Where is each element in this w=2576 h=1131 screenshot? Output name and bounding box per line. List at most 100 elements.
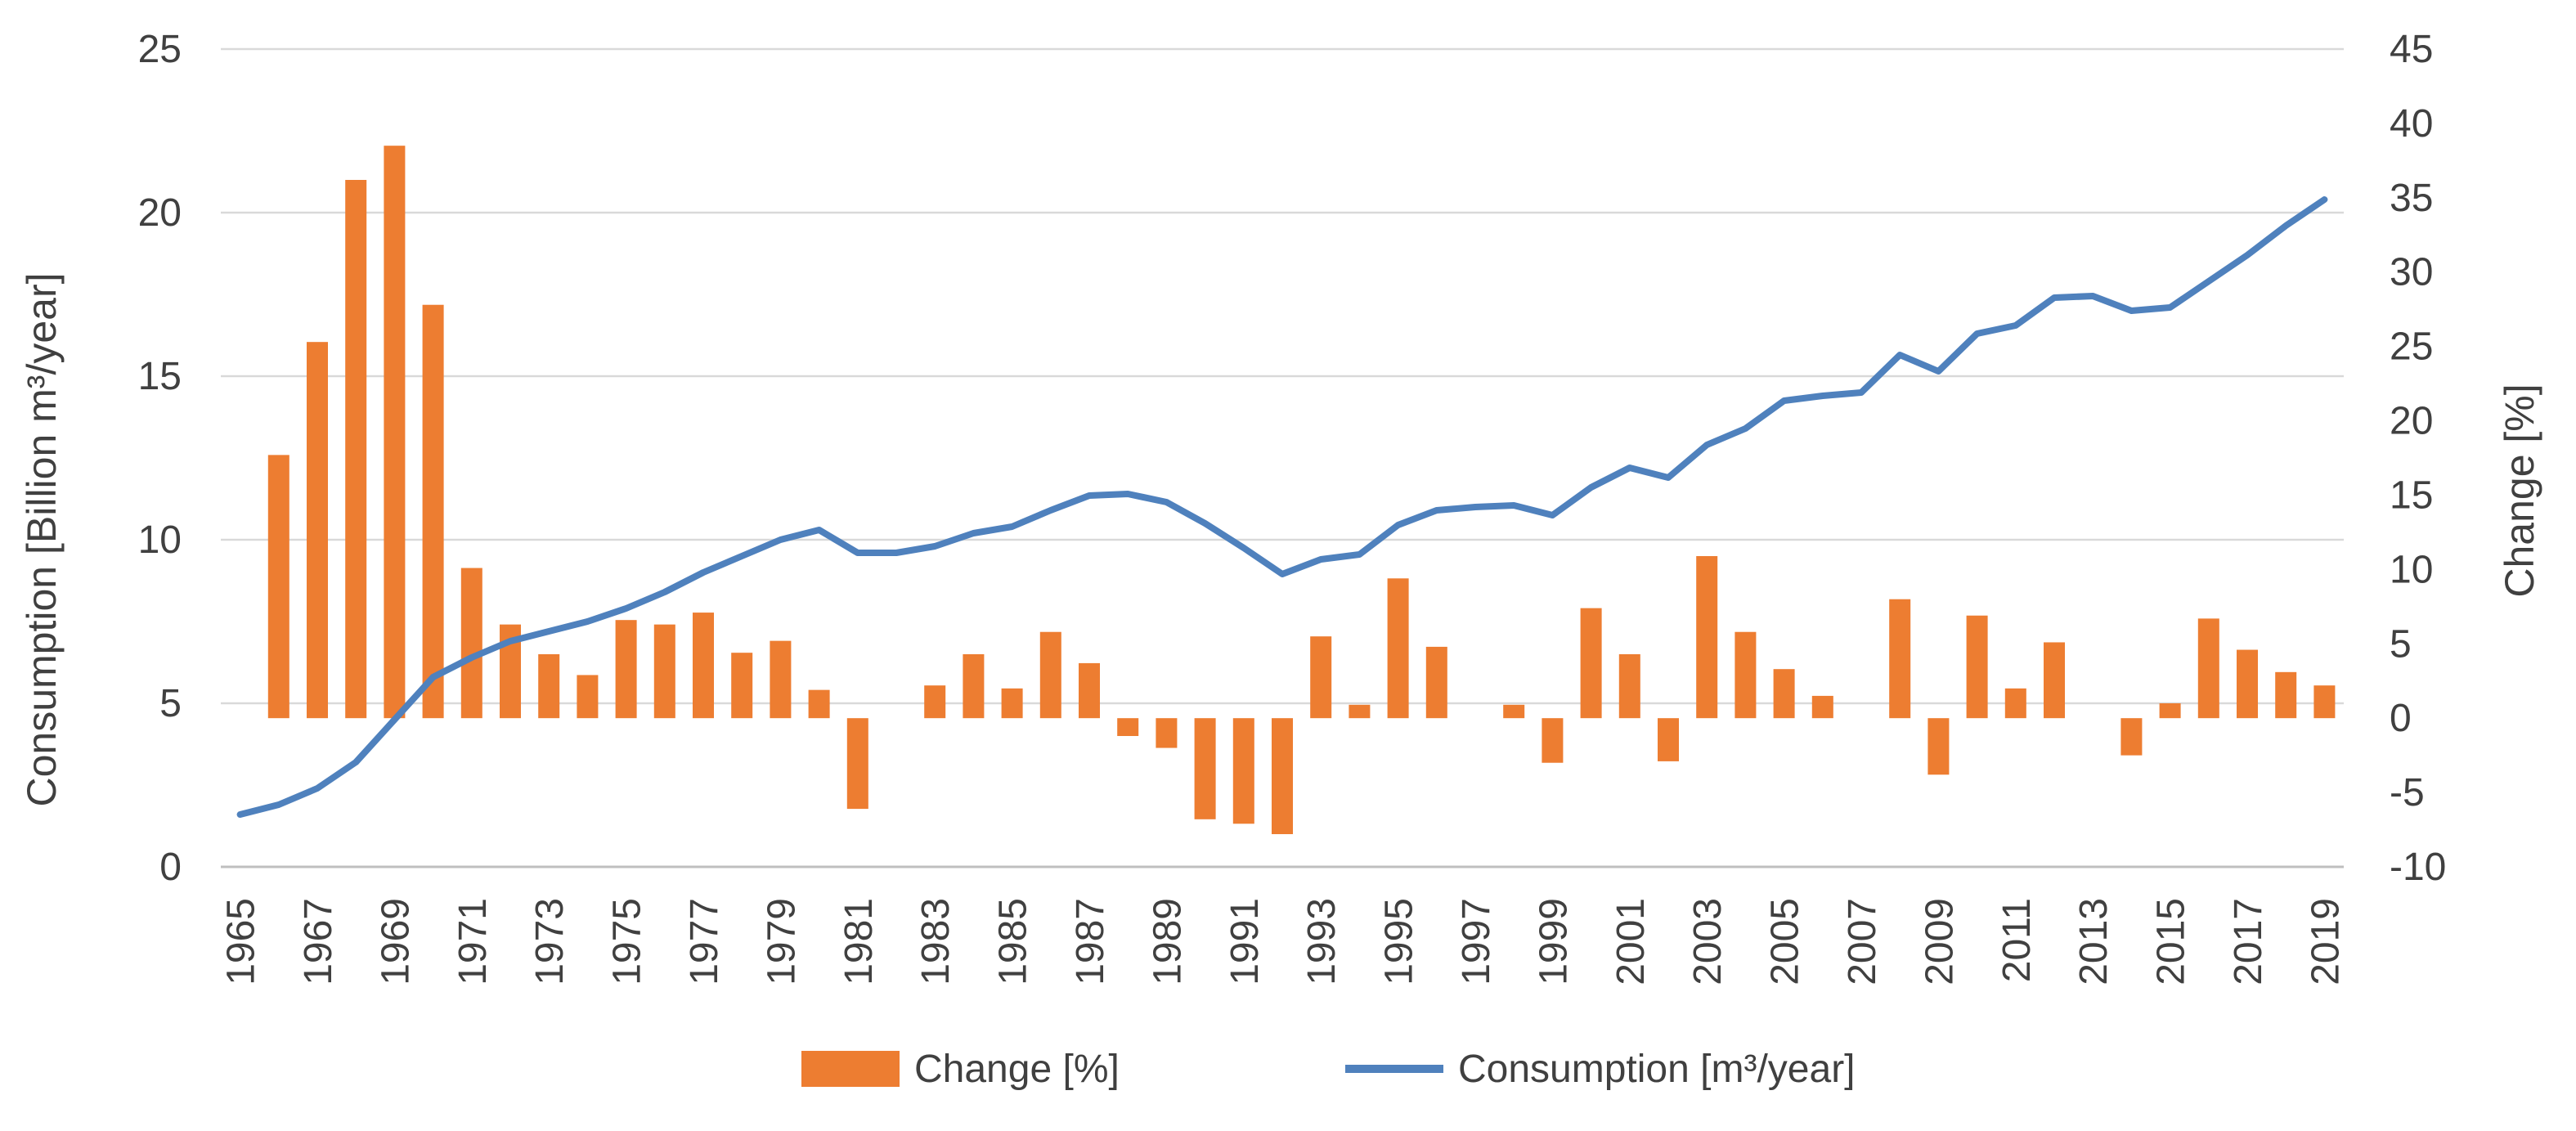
- legend: Change [%] Consumption [m³/year]: [801, 1048, 1856, 1091]
- bar-1998: [1503, 704, 1525, 719]
- x-axis-tick-labels: 1965 1967 1969 1971 1973 1975 1977 1979 1981 1983…: [220, 898, 2348, 985]
- bar-2009: [1928, 718, 1950, 775]
- bar-2019: [2313, 685, 2336, 719]
- x-tick-1971: 1971: [451, 898, 495, 985]
- left-tick-0: 0: [159, 846, 182, 889]
- bar-2017: [2237, 649, 2258, 719]
- bar-2012: [2044, 642, 2065, 719]
- bar-1977: [693, 613, 714, 719]
- bar-1996: [1425, 646, 1447, 719]
- left-tick-20: 20: [138, 191, 182, 235]
- bar-1986: [1039, 631, 1061, 719]
- line-series-consumption: [236, 196, 2328, 818]
- right-tick-10: 10: [2390, 548, 2433, 591]
- bar-series-change: [267, 146, 2336, 834]
- bar-1999: [1542, 718, 1564, 763]
- bar-1983: [924, 685, 946, 719]
- x-tick-2017: 2017: [2227, 898, 2270, 985]
- x-tick-1985: 1985: [992, 898, 1035, 985]
- x-tick-1983: 1983: [914, 898, 958, 985]
- bar-2003: [1696, 556, 1718, 719]
- x-tick-1973: 1973: [528, 898, 572, 985]
- bar-2011: [2004, 688, 2026, 719]
- bar-2001: [1618, 654, 1640, 719]
- bar-2005: [1773, 669, 1795, 719]
- x-tick-1991: 1991: [1223, 898, 1267, 985]
- right-axis-title: Change [%]: [2497, 384, 2542, 597]
- bar-2015: [2159, 703, 2181, 719]
- bar-2000: [1580, 608, 1602, 719]
- bar-1971: [460, 568, 482, 719]
- bar-2008: [1889, 599, 1911, 719]
- bar-1969: [384, 146, 406, 719]
- right-tick-15: 15: [2390, 473, 2433, 517]
- right-tick-35: 35: [2390, 177, 2433, 220]
- x-tick-2019: 2019: [2304, 898, 2347, 985]
- right-tick-40: 40: [2390, 102, 2433, 146]
- left-tick-25: 25: [138, 28, 182, 71]
- right-tick--10: -10: [2390, 846, 2446, 889]
- right-tick-20: 20: [2390, 400, 2433, 443]
- bar-1978: [731, 653, 753, 719]
- x-tick-1981: 1981: [837, 898, 881, 985]
- bar-1985: [1001, 688, 1023, 719]
- right-tick-45: 45: [2390, 28, 2433, 71]
- bar-2016: [2197, 618, 2219, 719]
- x-tick-1997: 1997: [1455, 898, 1498, 985]
- x-tick-1965: 1965: [220, 898, 263, 985]
- left-tick-15: 15: [138, 355, 182, 398]
- bar-1974: [577, 675, 599, 719]
- x-tick-2013: 2013: [2072, 898, 2116, 985]
- bar-1995: [1387, 578, 1409, 719]
- bar-2004: [1735, 631, 1757, 719]
- bar-2018: [2275, 671, 2297, 719]
- bar-1987: [1079, 662, 1100, 719]
- bar-1970: [422, 304, 444, 719]
- x-tick-2003: 2003: [1686, 898, 1730, 985]
- x-tick-1993: 1993: [1300, 898, 1344, 985]
- x-tick-2007: 2007: [1841, 898, 1884, 985]
- x-tick-1975: 1975: [606, 898, 649, 985]
- consumption-line: [236, 196, 2328, 818]
- bar-1979: [770, 640, 792, 719]
- x-tick-2009: 2009: [1918, 898, 1961, 985]
- left-tick-10: 10: [138, 518, 182, 562]
- x-tick-1967: 1967: [297, 898, 340, 985]
- x-tick-1995: 1995: [1378, 898, 1421, 985]
- x-tick-1977: 1977: [683, 898, 726, 985]
- x-tick-2005: 2005: [1764, 898, 1807, 985]
- bar-1976: [653, 624, 675, 719]
- x-tick-2015: 2015: [2150, 898, 2193, 985]
- bar-2010: [1966, 615, 1988, 719]
- bar-1980: [808, 689, 830, 719]
- bar-1966: [267, 455, 289, 719]
- right-tick-5: 5: [2390, 622, 2412, 666]
- x-tick-1969: 1969: [374, 898, 417, 985]
- legend-label-consumption: Consumption [m³/year]: [1458, 1048, 1856, 1091]
- bar-1968: [345, 180, 367, 719]
- x-tick-2011: 2011: [1995, 898, 2039, 982]
- bar-1991: [1232, 718, 1254, 824]
- right-tick--5: -5: [2390, 771, 2425, 815]
- x-tick-2001: 2001: [1609, 898, 1653, 985]
- gridlines: [221, 47, 2344, 868]
- bar-2014: [2120, 718, 2143, 756]
- bar-1993: [1310, 636, 1332, 719]
- left-axis-title: Consumption [Billion m³/year]: [19, 272, 65, 806]
- left-axis-tick-labels: 0 5 10 15 20 25: [138, 28, 182, 889]
- x-tick-1979: 1979: [760, 898, 803, 985]
- bar-1990: [1194, 718, 1216, 819]
- right-tick-0: 0: [2390, 697, 2412, 740]
- right-axis-tick-labels: -10 -5 0 5 10 15 20 25 30 35 40 45: [2390, 28, 2446, 889]
- bar-2006: [1811, 695, 1833, 719]
- bar-1989: [1156, 718, 1178, 748]
- left-tick-5: 5: [159, 682, 182, 725]
- bar-1984: [963, 654, 985, 719]
- bar-1994: [1349, 704, 1371, 719]
- bar-1975: [615, 620, 637, 719]
- x-tick-1989: 1989: [1146, 898, 1189, 985]
- legend-swatch-change-bar: [801, 1051, 900, 1087]
- bar-1967: [307, 342, 328, 719]
